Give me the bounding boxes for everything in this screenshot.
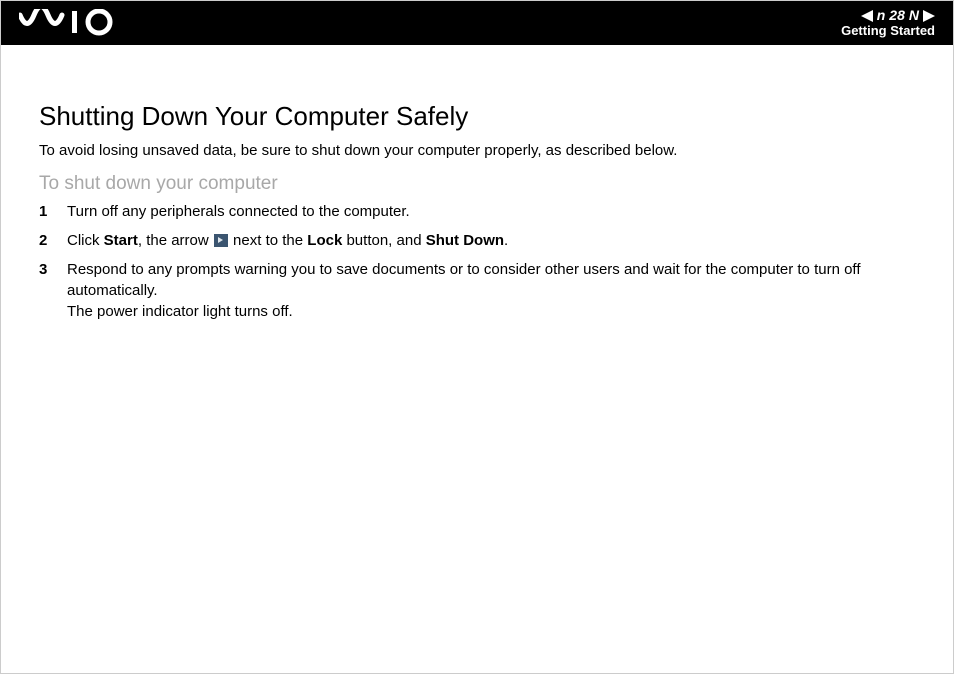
bold-lock: Lock xyxy=(307,232,342,249)
step-number: 3 xyxy=(39,259,67,322)
next-page-arrow-icon[interactable] xyxy=(923,10,935,22)
step-text: Click Start, the arrow next to the Lock … xyxy=(67,230,925,251)
prev-page-arrow-icon[interactable] xyxy=(861,10,873,22)
header-right: n 28 N Getting Started xyxy=(841,8,935,38)
header-bar: n 28 N Getting Started xyxy=(1,1,953,45)
shutdown-arrow-icon xyxy=(214,234,228,247)
t: , the arrow xyxy=(138,232,213,249)
subheading: To shut down your computer xyxy=(39,173,925,195)
step-text: Respond to any prompts warning you to sa… xyxy=(67,259,925,322)
n-label: n xyxy=(877,8,886,23)
bold-start: Start xyxy=(104,232,138,249)
page-nav: n 28 N xyxy=(861,8,935,23)
page-content: Shutting Down Your Computer Safely To av… xyxy=(1,45,953,322)
step-2: 2 Click Start, the arrow next to the Loc… xyxy=(39,230,925,251)
n-label-2: N xyxy=(909,8,919,23)
t: button, and xyxy=(342,232,425,249)
line1: Respond to any prompts warning you to sa… xyxy=(67,261,860,299)
t: Click xyxy=(67,232,104,249)
section-label: Getting Started xyxy=(841,24,935,38)
step-text: Turn off any peripherals connected to th… xyxy=(67,201,925,222)
t: . xyxy=(504,232,508,249)
page-number: 28 xyxy=(889,8,905,23)
step-1: 1 Turn off any peripherals connected to … xyxy=(39,201,925,222)
line2: The power indicator light turns off. xyxy=(67,303,293,320)
vaio-logo xyxy=(19,1,115,45)
intro-text: To avoid losing unsaved data, be sure to… xyxy=(39,142,925,159)
t: next to the xyxy=(229,232,307,249)
page-title: Shutting Down Your Computer Safely xyxy=(39,101,925,132)
step-3: 3 Respond to any prompts warning you to … xyxy=(39,259,925,322)
step-number: 1 xyxy=(39,201,67,222)
bold-shutdown: Shut Down xyxy=(426,232,504,249)
steps-list: 1 Turn off any peripherals connected to … xyxy=(39,201,925,322)
step-number: 2 xyxy=(39,230,67,251)
